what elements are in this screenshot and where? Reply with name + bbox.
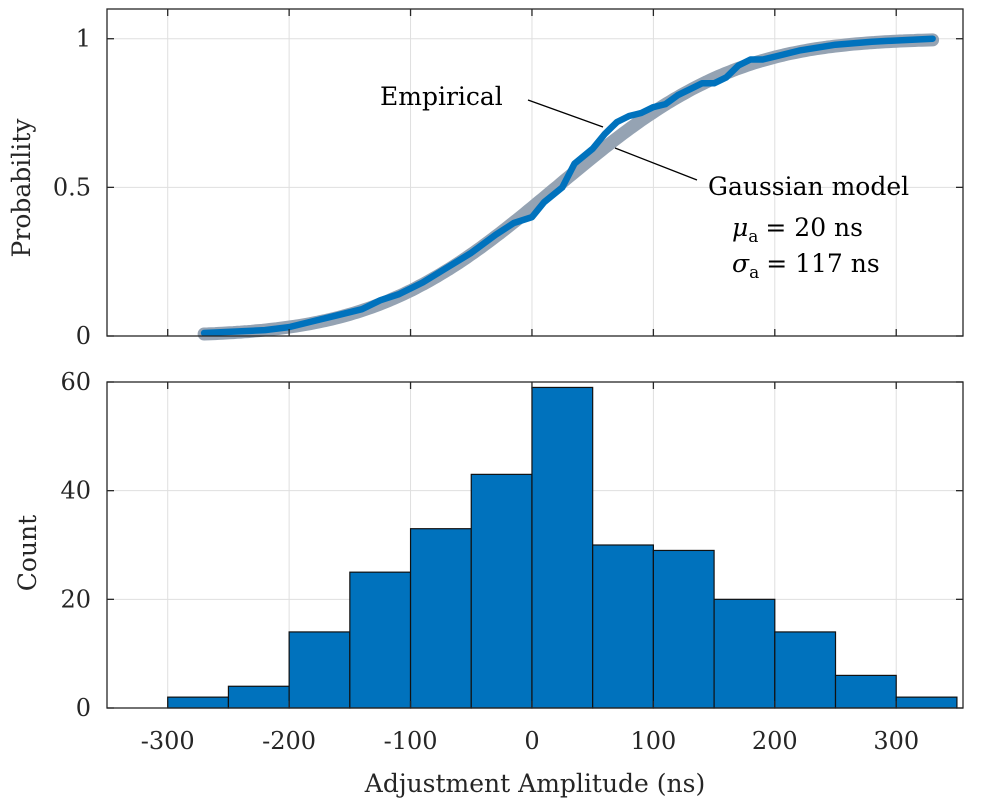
x-tick-label: 0 (524, 727, 539, 755)
top-y-axis-label: Probability (7, 118, 36, 258)
histogram-bar (774, 631, 837, 709)
top-ticks: 00.51 (53, 9, 963, 350)
bottom-y-axis-label: Count (13, 515, 42, 591)
histogram-bar (592, 544, 654, 709)
top-y-tick-label: 1 (76, 25, 91, 53)
empirical-line (200, 35, 936, 337)
x-tick-label: 200 (752, 727, 798, 755)
bottom-axes-frame (106, 381, 964, 709)
x-tick-label: 300 (873, 727, 919, 755)
sigma-symbol: σ (732, 249, 750, 278)
sigma-subscript: a (749, 263, 759, 283)
x-tick-label: -200 (262, 727, 316, 755)
model-pointer (614, 147, 698, 181)
histogram-bar (349, 571, 412, 709)
bottom-y-tick-label: 20 (60, 585, 91, 613)
empirical-label: Empirical (380, 82, 503, 111)
histogram-bar (167, 696, 230, 709)
x-tick-label: 100 (630, 727, 676, 755)
histogram-bar (409, 528, 472, 709)
bottom-y-tick-label: 40 (60, 477, 91, 505)
bottom-y-tick-label: 60 (60, 368, 91, 396)
x-axis-label: Adjustment Amplitude (ns) (364, 769, 705, 798)
gaussian-model-label: Gaussian model (708, 172, 909, 201)
bottom-y-tick-label: 0 (76, 694, 91, 722)
top-axes-frame (106, 8, 964, 337)
histogram-bar (531, 386, 594, 709)
histogram-bar (834, 674, 897, 709)
top-y-tick-label: 0.5 (53, 173, 91, 201)
x-tick-label: -100 (384, 727, 438, 755)
bottom-ticks: -300 -200 -100 0 100 200 300 0 20 40 60 (60, 368, 963, 755)
sigma-annotation: σa = 117 ns (732, 249, 880, 283)
mu-subscript: a (748, 227, 758, 247)
histogram-bar (227, 685, 290, 709)
histogram-bar (652, 549, 715, 709)
histogram-bars (167, 386, 958, 709)
histogram-bar (713, 598, 776, 709)
sigma-value: = 117 ns (766, 249, 880, 278)
empirical-pointer (527, 99, 604, 128)
top-curves (197, 33, 940, 341)
mu-value: = 20 ns (765, 213, 863, 242)
histogram-bar (470, 473, 533, 709)
histogram-bar (895, 696, 958, 709)
mu-annotation: μa = 20 ns (732, 213, 863, 247)
histogram-bar (288, 631, 351, 709)
x-tick-label: -300 (141, 727, 195, 755)
mu-symbol: μ (732, 213, 748, 242)
top-y-tick-label: 0 (76, 322, 91, 350)
